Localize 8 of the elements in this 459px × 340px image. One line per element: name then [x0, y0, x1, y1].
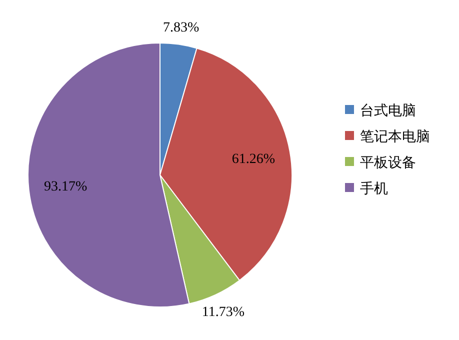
legend-label: 台式电脑: [360, 103, 416, 119]
data-label: 11.73%: [202, 305, 245, 320]
legend-label: 平板设备: [360, 155, 416, 171]
data-label: 61.26%: [232, 152, 276, 167]
data-label: 93.17%: [44, 180, 88, 195]
legend-label: 手机: [360, 181, 388, 197]
data-label: 7.83%: [163, 20, 200, 36]
legend-label: 笔记本电脑: [360, 129, 430, 145]
